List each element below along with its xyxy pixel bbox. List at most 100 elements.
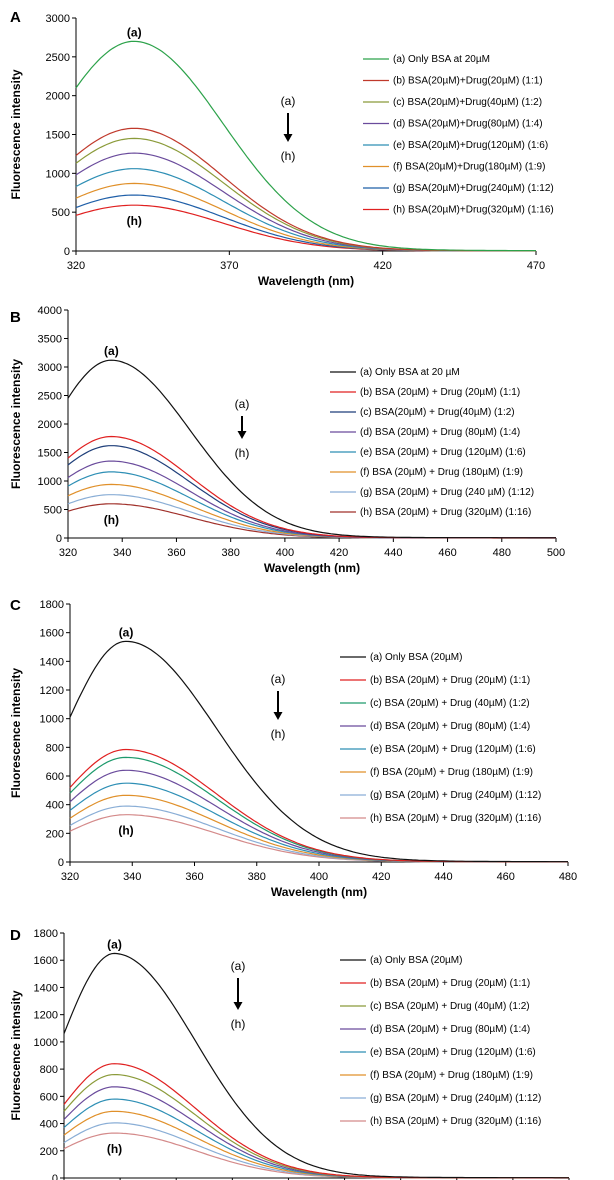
x-tick-label: 440 — [434, 871, 452, 883]
legend-entry: (d) BSA (20µM) + Drug (80µM) (1:4) — [370, 721, 530, 732]
y-tick-label: 600 — [46, 771, 64, 783]
legend-entry: (c) BSA(20µM)+Drug(40µM) (1:2) — [393, 97, 542, 108]
y-tick-label: 0 — [64, 246, 70, 258]
series-line — [67, 359, 556, 539]
y-tick-label: 800 — [46, 742, 64, 754]
panel-letter: A — [10, 9, 21, 26]
x-tick-label: 370 — [220, 260, 238, 272]
x-tick-label: 380 — [221, 547, 239, 559]
legend-entry: (f) BSA (20µM) + Drug (180µM) (1:9) — [370, 767, 533, 778]
legend-entry: (f) BSA (20µM) + Drug (180µM) (1:9) — [370, 1070, 533, 1081]
top-curve-label: (a) — [119, 625, 134, 639]
legend-entry: (c) BSA(20µM) + Drug(40µM) (1:2) — [360, 407, 515, 418]
legend-entry: (b) BSA (20µM) + Drug (20µM) (1:1) — [360, 387, 520, 398]
y-tick-label: 500 — [44, 505, 62, 517]
arrow-head-icon — [273, 712, 283, 720]
y-tick-label: 2500 — [38, 391, 62, 403]
legend-entry: (a) Only BSA at 20 µM — [360, 367, 460, 378]
legend-entry: (d) BSA(20µM)+Drug(80µM) (1:4) — [393, 119, 543, 130]
legend-entry: (b) BSA (20µM) + Drug (20µM) (1:1) — [370, 978, 530, 989]
x-tick-label: 340 — [113, 547, 131, 559]
y-tick-label: 2000 — [46, 91, 70, 103]
bottom-curve-label: (h) — [104, 513, 119, 527]
y-axis-title: Fluorescence intensity — [9, 359, 23, 489]
x-tick-label: 400 — [310, 871, 328, 883]
y-tick-label: 3000 — [38, 362, 62, 374]
legend-entry: (g) BSA (20µM) + Drug (240µM) (1:12) — [370, 1093, 541, 1104]
legend-entry: (g) BSA(20µM)+Drug(240µM) (1:12) — [393, 183, 554, 194]
legend-entry: (g) BSA (20µM) + Drug (240µM) (1:12) — [370, 790, 541, 801]
x-tick-label: 420 — [330, 547, 348, 559]
panel-letter: D — [10, 927, 21, 944]
y-axis-title: Fluorescence intensity — [9, 668, 23, 798]
x-tick-label: 440 — [384, 547, 402, 559]
y-tick-label: 2000 — [38, 419, 62, 431]
legend-entry: (h) BSA (20µM) + Drug (320µM) (1:16) — [370, 813, 541, 824]
panel-letter: C — [10, 597, 21, 614]
y-tick-label: 400 — [46, 800, 64, 812]
series-line — [63, 1132, 569, 1179]
arrow-top-label: (a) — [231, 959, 246, 973]
arrow-bottom-label: (h) — [235, 446, 250, 460]
x-axis-title: Wavelength (nm) — [258, 274, 354, 288]
panel-letter: B — [10, 309, 21, 326]
series-line — [69, 640, 568, 863]
y-tick-label: 1600 — [40, 628, 64, 640]
legend-entry: (b) BSA (20µM) + Drug (20µM) (1:1) — [370, 675, 530, 686]
panel-d: D020040060080010001200140016001800320340… — [9, 927, 570, 1180]
y-tick-label: 1800 — [40, 599, 64, 611]
y-tick-label: 3000 — [46, 13, 70, 25]
y-tick-label: 500 — [52, 207, 70, 219]
panel-c: C 0 200 400 600 800 1000 1200 1400 1600 1800 320 340… — [9, 597, 577, 899]
x-tick-label: 420 — [373, 260, 391, 272]
x-tick-label: 420 — [372, 871, 390, 883]
bottom-curve-label: (h) — [107, 1142, 122, 1156]
series-line — [63, 1122, 569, 1179]
arrow-top-label: (a) — [235, 397, 250, 411]
x-tick-label: 460 — [497, 871, 515, 883]
y-tick-label: 1200 — [40, 685, 64, 697]
legend-entry: (h) BSA (20µM) + Drug (320µM) (1:16) — [370, 1116, 541, 1127]
bottom-curve-label: (h) — [118, 824, 133, 838]
legend-entry: (e) BSA (20µM) + Drug (120µM) (1:6) — [370, 744, 536, 755]
top-curve-label: (a) — [107, 937, 122, 951]
top-curve-label: (a) — [127, 25, 142, 39]
y-tick-label: 0 — [58, 857, 64, 869]
top-curve-label: (a) — [104, 344, 119, 358]
bottom-curve-label: (h) — [127, 214, 142, 228]
y-tick-label: 1800 — [34, 928, 58, 940]
x-tick-label: 380 — [248, 871, 266, 883]
y-tick-label: 1400 — [34, 982, 58, 994]
y-tick-label: 1000 — [38, 476, 62, 488]
series-line — [63, 952, 569, 1179]
series-line — [67, 471, 556, 539]
legend-entry: (g) BSA (20µM) + Drug (240 µM) (1:12) — [360, 487, 534, 498]
panel-b: B 0 500 1000 1500 2000 2500 3000 3500 4000 320 340 3… — [9, 305, 565, 575]
y-tick-label: 1200 — [34, 1010, 58, 1022]
x-tick-label: 360 — [167, 547, 185, 559]
y-tick-label: 200 — [40, 1146, 58, 1158]
y-tick-label: 200 — [46, 828, 64, 840]
y-tick-label: 800 — [40, 1064, 58, 1076]
legend-entry: (d) BSA (20µM) + Drug (80µM) (1:4) — [360, 427, 520, 438]
y-tick-label: 1500 — [38, 448, 62, 460]
arrow-bottom-label: (h) — [231, 1017, 246, 1031]
series-line — [75, 194, 536, 252]
panel-a: A 0 500 1000 1500 2000 2500 3000 320 370 420 470 Wav… — [9, 9, 554, 288]
y-tick-label: 1000 — [34, 1037, 58, 1049]
x-axis-title: Wavelength (nm) — [264, 561, 360, 575]
x-tick-label: 480 — [559, 871, 577, 883]
y-tick-label: 1500 — [46, 130, 70, 142]
y-tick-label: 1000 — [40, 714, 64, 726]
x-axis-title: Wavelength (nm) — [271, 885, 367, 899]
arrow-top-label: (a) — [281, 94, 296, 108]
legend-entry: (f) BSA (20µM) + Drug (180µM) (1:9) — [360, 467, 523, 478]
x-tick-label: 340 — [123, 871, 141, 883]
y-tick-label: 2500 — [46, 52, 70, 64]
legend-entry: (f) BSA(20µM)+Drug(180µM) (1:9) — [393, 162, 545, 173]
y-tick-label: 0 — [56, 533, 62, 545]
legend-entry: (a) Only BSA (20µM) — [370, 955, 462, 966]
arrow-head-icon — [237, 431, 247, 439]
y-tick-label: 400 — [40, 1119, 58, 1131]
